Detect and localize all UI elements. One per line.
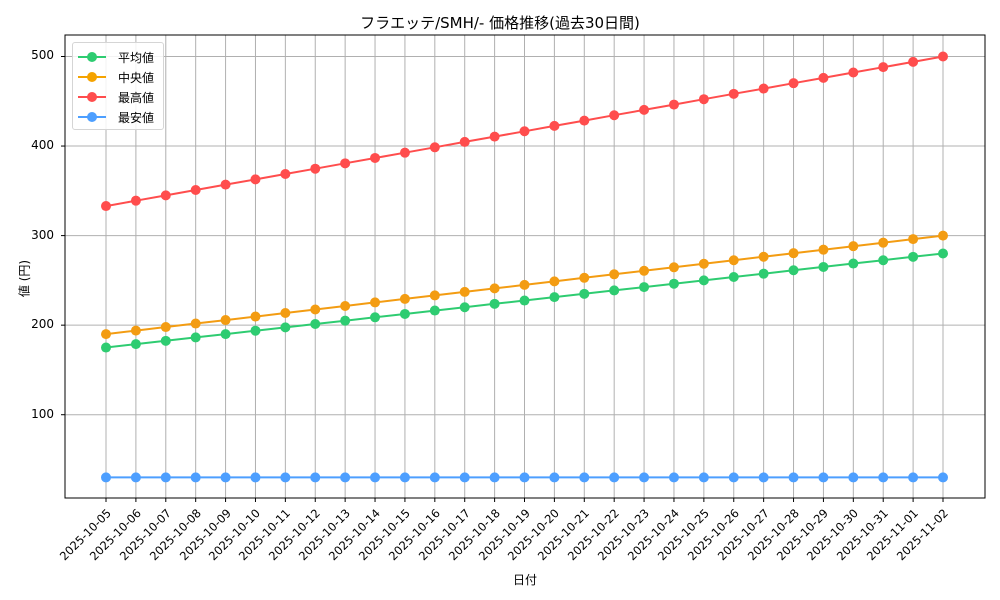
legend-marker-icon bbox=[87, 52, 97, 62]
legend-label: 中央値 bbox=[118, 71, 155, 85]
chart-title: フラエッテ/SMH/- 価格推移(過去30日間) bbox=[360, 14, 640, 32]
data-series bbox=[101, 51, 948, 483]
grid-lines bbox=[65, 35, 985, 498]
legend-item-median: 中央値 bbox=[73, 67, 163, 87]
legend-item-max: 最高値 bbox=[73, 87, 163, 107]
legend: 平均値 中央値 最高値 最安値 bbox=[72, 42, 164, 130]
y-tick-label: 300 bbox=[31, 227, 54, 242]
y-tick-label: 100 bbox=[31, 406, 54, 421]
y-tick-label: 200 bbox=[31, 317, 54, 332]
legend-item-min: 最安値 bbox=[73, 107, 163, 127]
legend-label: 最安値 bbox=[118, 111, 155, 125]
y-tick-label: 500 bbox=[31, 48, 54, 63]
legend-marker-icon bbox=[87, 92, 97, 102]
legend-marker-icon bbox=[87, 112, 97, 122]
axis-ticks bbox=[61, 55, 944, 502]
y-tick-label: 400 bbox=[31, 138, 54, 153]
legend-item-average: 平均値 bbox=[73, 47, 163, 67]
legend-marker-icon bbox=[87, 72, 97, 82]
legend-label: 平均値 bbox=[118, 51, 155, 65]
x-axis-label: 日付 bbox=[512, 573, 537, 587]
legend-label: 最高値 bbox=[118, 91, 155, 105]
y-axis-label: 値 (円) bbox=[17, 259, 32, 298]
